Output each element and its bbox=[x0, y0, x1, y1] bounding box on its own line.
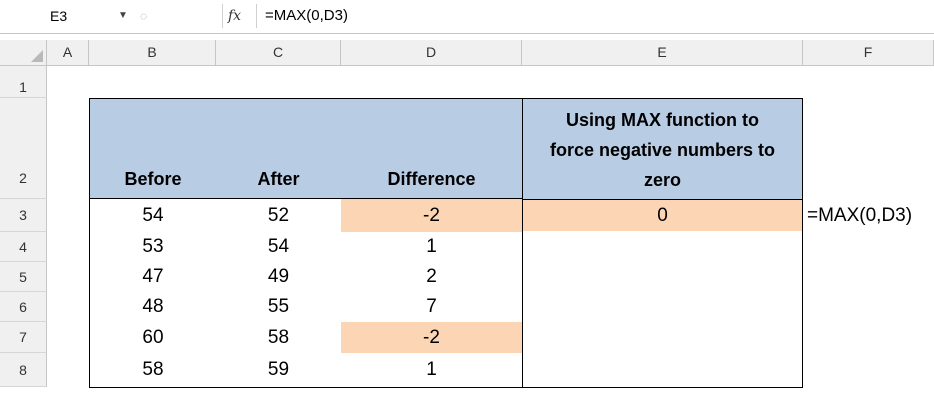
insert-function-icon[interactable]: fx bbox=[228, 8, 242, 24]
chevron-down-icon[interactable]: ▼ bbox=[118, 10, 128, 21]
cell-before[interactable]: 60 bbox=[142, 327, 164, 348]
column-header-d[interactable]: D bbox=[341, 40, 522, 66]
cell-before[interactable]: 48 bbox=[142, 296, 164, 317]
row-header-6[interactable]: 6 bbox=[0, 292, 47, 322]
formula-bar: E3 ▼ ◌ fx =MAX(0,D3) bbox=[0, 0, 934, 34]
divider bbox=[222, 4, 223, 28]
cell-after[interactable]: 59 bbox=[267, 359, 290, 380]
name-box-value: E3 bbox=[50, 8, 68, 24]
cell-difference[interactable]: -2 bbox=[341, 199, 522, 232]
cell-after[interactable]: 54 bbox=[267, 236, 290, 257]
cell-before[interactable]: 53 bbox=[142, 236, 164, 257]
formula-annotation[interactable]: =MAX(0,D3) bbox=[807, 205, 913, 226]
row-header-4[interactable]: 4 bbox=[0, 232, 47, 262]
column-header-a[interactable]: A bbox=[47, 40, 89, 66]
row-header-2[interactable]: 2 bbox=[0, 98, 47, 199]
formula-input[interactable]: =MAX(0,D3) bbox=[265, 7, 348, 24]
cell-after[interactable]: 52 bbox=[267, 205, 290, 226]
cell-before[interactable]: 58 bbox=[142, 359, 164, 380]
cell-after[interactable]: 55 bbox=[267, 296, 290, 317]
row-header-5[interactable]: 5 bbox=[0, 262, 47, 292]
cell-after[interactable]: 49 bbox=[267, 266, 290, 287]
header-line: force negative numbers to bbox=[549, 140, 776, 160]
name-box[interactable]: E3 ▼ bbox=[0, 4, 130, 28]
cell-before[interactable]: 47 bbox=[142, 266, 164, 287]
column-header-c[interactable]: C bbox=[216, 40, 341, 66]
row-header-3[interactable]: 3 bbox=[0, 199, 47, 232]
cell-before[interactable]: 54 bbox=[142, 205, 164, 226]
header-cell-difference[interactable]: Difference bbox=[341, 99, 522, 199]
cell-difference[interactable]: 1 bbox=[426, 236, 437, 257]
header-line: zero bbox=[643, 170, 681, 190]
column-header-e[interactable]: E bbox=[522, 40, 803, 66]
cell-after[interactable]: 58 bbox=[267, 327, 290, 348]
row-header-1[interactable]: 1 bbox=[0, 66, 47, 98]
cell-difference[interactable]: 2 bbox=[426, 266, 437, 287]
drag-handle-icon[interactable]: ◌ bbox=[140, 9, 148, 23]
row-header-8[interactable]: 8 bbox=[0, 353, 47, 387]
select-all-icon bbox=[31, 50, 43, 62]
cell-result-e3[interactable]: 0 bbox=[523, 200, 802, 231]
header-cell-before[interactable]: Before bbox=[90, 99, 216, 199]
column-header-b[interactable]: B bbox=[89, 40, 216, 66]
header-cell-max-function[interactable]: Using MAX function to force negative num… bbox=[522, 98, 803, 200]
cell-difference[interactable]: -2 bbox=[341, 322, 522, 353]
select-all-button[interactable] bbox=[0, 40, 47, 66]
header-line: Using MAX function to bbox=[566, 110, 759, 130]
cell-difference[interactable]: 1 bbox=[426, 359, 437, 380]
header-cell-after[interactable]: After bbox=[216, 99, 341, 199]
divider bbox=[256, 4, 257, 28]
row-header-7[interactable]: 7 bbox=[0, 322, 47, 353]
cell-difference[interactable]: 7 bbox=[426, 296, 437, 317]
column-header-f[interactable]: F bbox=[803, 40, 934, 66]
